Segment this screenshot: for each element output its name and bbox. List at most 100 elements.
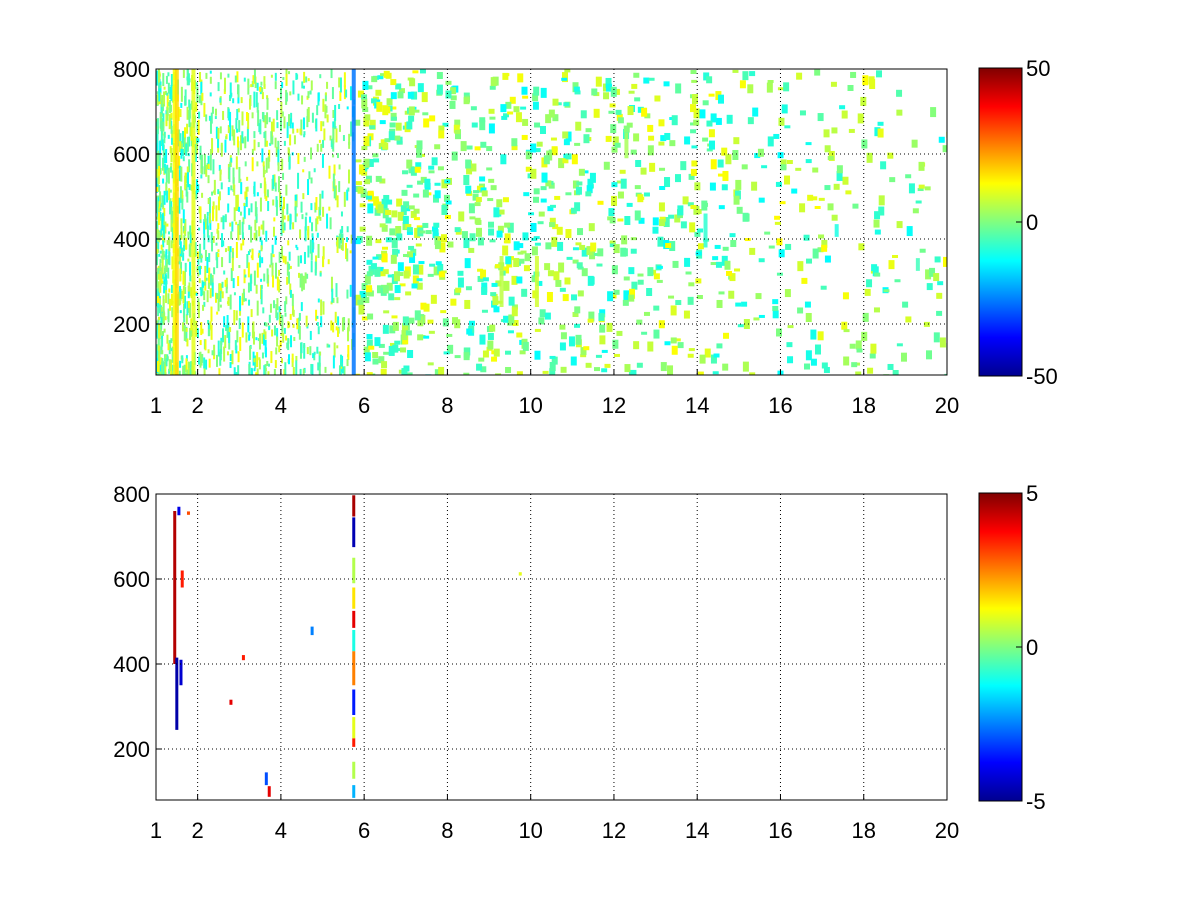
heatmap-texture-cell xyxy=(787,325,794,329)
heatmap-texture-cell xyxy=(874,229,881,235)
heatmap-texture-cell xyxy=(171,364,174,375)
heatmap-cell xyxy=(264,772,268,786)
heatmap-texture-cell xyxy=(786,160,793,165)
heatmap-texture-cell xyxy=(906,226,913,237)
heatmap-texture-cell xyxy=(742,212,749,222)
heatmap-texture-cell xyxy=(171,307,174,318)
heatmap-texture-cell xyxy=(563,139,570,146)
heatmap-texture-cell xyxy=(272,118,275,132)
heatmap-texture-cell xyxy=(169,100,172,114)
heatmap-texture-cell xyxy=(799,203,806,213)
heatmap-texture-cell xyxy=(286,261,289,276)
heatmap-texture-cell xyxy=(232,167,235,184)
heatmap-texture-cell xyxy=(361,316,368,321)
heatmap-texture-cell xyxy=(208,253,211,263)
heatmap-texture-cell xyxy=(362,80,369,90)
heatmap-texture-cell xyxy=(604,363,611,368)
heatmap-texture-cell xyxy=(236,136,239,148)
heatmap-texture-cell xyxy=(649,162,656,172)
heatmap-texture-cell xyxy=(266,97,269,110)
heatmap-texture-cell xyxy=(326,81,329,89)
heatmap-texture-cell xyxy=(168,340,171,355)
heatmap-texture-cell xyxy=(161,361,164,375)
heatmap-texture-cell xyxy=(856,348,863,353)
heatmap-texture-cell xyxy=(160,121,163,132)
heatmap-texture-cell xyxy=(446,333,453,337)
heatmap-texture-cell xyxy=(274,235,277,245)
heatmap-texture-cell xyxy=(665,243,672,249)
heatmap-texture-cell xyxy=(269,142,272,146)
heatmap-texture-cell xyxy=(231,350,234,365)
heatmap-texture-cell xyxy=(347,187,350,192)
heatmap-texture-cell xyxy=(710,113,717,123)
heatmap-texture-cell xyxy=(427,273,434,277)
heatmap-texture-cell xyxy=(363,136,370,147)
heatmap-texture-cell xyxy=(300,201,303,213)
heatmap-texture-cell xyxy=(235,194,238,211)
heatmap-texture-cell xyxy=(408,317,415,324)
heatmap-texture-cell xyxy=(489,324,496,332)
heatmap-texture-cell xyxy=(316,321,319,326)
heatmap-texture-cell xyxy=(647,124,654,132)
heatmap-texture-cell xyxy=(388,131,395,141)
heatmap-texture-cell xyxy=(516,332,523,338)
heatmap-texture-cell xyxy=(392,248,399,257)
heatmap-texture-cell xyxy=(201,281,204,288)
heatmap-texture-cell xyxy=(244,298,247,302)
heatmap-texture-cell xyxy=(805,312,812,322)
heatmap-texture-cell xyxy=(375,175,382,182)
heatmap-texture-cell xyxy=(482,350,489,358)
heatmap-texture-cell xyxy=(277,176,280,193)
heatmap-texture-cell xyxy=(434,190,441,199)
heatmap-texture-cell xyxy=(674,174,681,183)
heatmap-texture-cell xyxy=(415,162,422,170)
heatmap-texture-cell xyxy=(635,159,642,167)
heatmap-texture-cell xyxy=(751,181,758,191)
heatmap-texture-cell xyxy=(531,246,538,256)
heatmap-texture-cell xyxy=(216,354,219,367)
heatmap-texture-cell xyxy=(236,194,239,210)
heatmap-texture-cell xyxy=(375,89,382,96)
heatmap-texture-cell xyxy=(379,120,386,125)
heatmap-texture-cell xyxy=(630,248,637,254)
heatmap-texture-cell xyxy=(583,134,590,144)
heatmap-texture-cell xyxy=(160,317,163,326)
heatmap-texture-cell xyxy=(238,318,241,330)
heatmap-texture-cell xyxy=(888,260,895,270)
heatmap-texture-cell xyxy=(659,167,666,171)
heatmap-texture-cell xyxy=(469,233,476,242)
heatmap-texture-cell xyxy=(357,90,364,98)
heatmap-texture-cell xyxy=(182,365,185,375)
heatmap-texture-cell xyxy=(419,69,426,74)
heatmap-texture-cell xyxy=(236,71,239,83)
heatmap-texture-cell xyxy=(776,272,783,276)
heatmap-texture-cell xyxy=(472,193,479,201)
heatmap-texture-cell xyxy=(270,74,273,78)
heatmap-texture-cell xyxy=(225,284,228,294)
heatmap-texture-cell xyxy=(274,72,277,81)
heatmap-texture-cell xyxy=(159,363,162,375)
heatmap-texture-cell xyxy=(685,271,692,275)
heatmap-texture-cell xyxy=(170,293,173,306)
x-tick-label: 8 xyxy=(441,393,453,418)
heatmap-texture-cell xyxy=(736,206,743,214)
heatmap-texture-cell xyxy=(167,72,170,77)
heatmap-texture-cell xyxy=(156,186,159,192)
heatmap-cell xyxy=(191,69,196,375)
heatmap-texture-cell xyxy=(207,349,210,354)
heatmap-texture-cell xyxy=(164,273,167,282)
heatmap-texture-cell xyxy=(233,207,236,222)
heatmap-texture-cell xyxy=(464,258,471,269)
heatmap-texture-cell xyxy=(701,200,708,211)
heatmap-texture-cell xyxy=(427,362,434,366)
heatmap-texture-cell xyxy=(241,293,244,300)
heatmap-texture-cell xyxy=(806,258,813,264)
heatmap-texture-cell xyxy=(264,364,267,375)
heatmap-texture-cell xyxy=(182,245,185,252)
heatmap-texture-cell xyxy=(184,295,187,309)
heatmap-texture-cell xyxy=(317,298,320,303)
heatmap-texture-cell xyxy=(783,82,790,92)
heatmap-texture-cell xyxy=(237,351,240,363)
heatmap-texture-cell xyxy=(434,236,441,246)
heatmap-texture-cell xyxy=(260,224,263,230)
